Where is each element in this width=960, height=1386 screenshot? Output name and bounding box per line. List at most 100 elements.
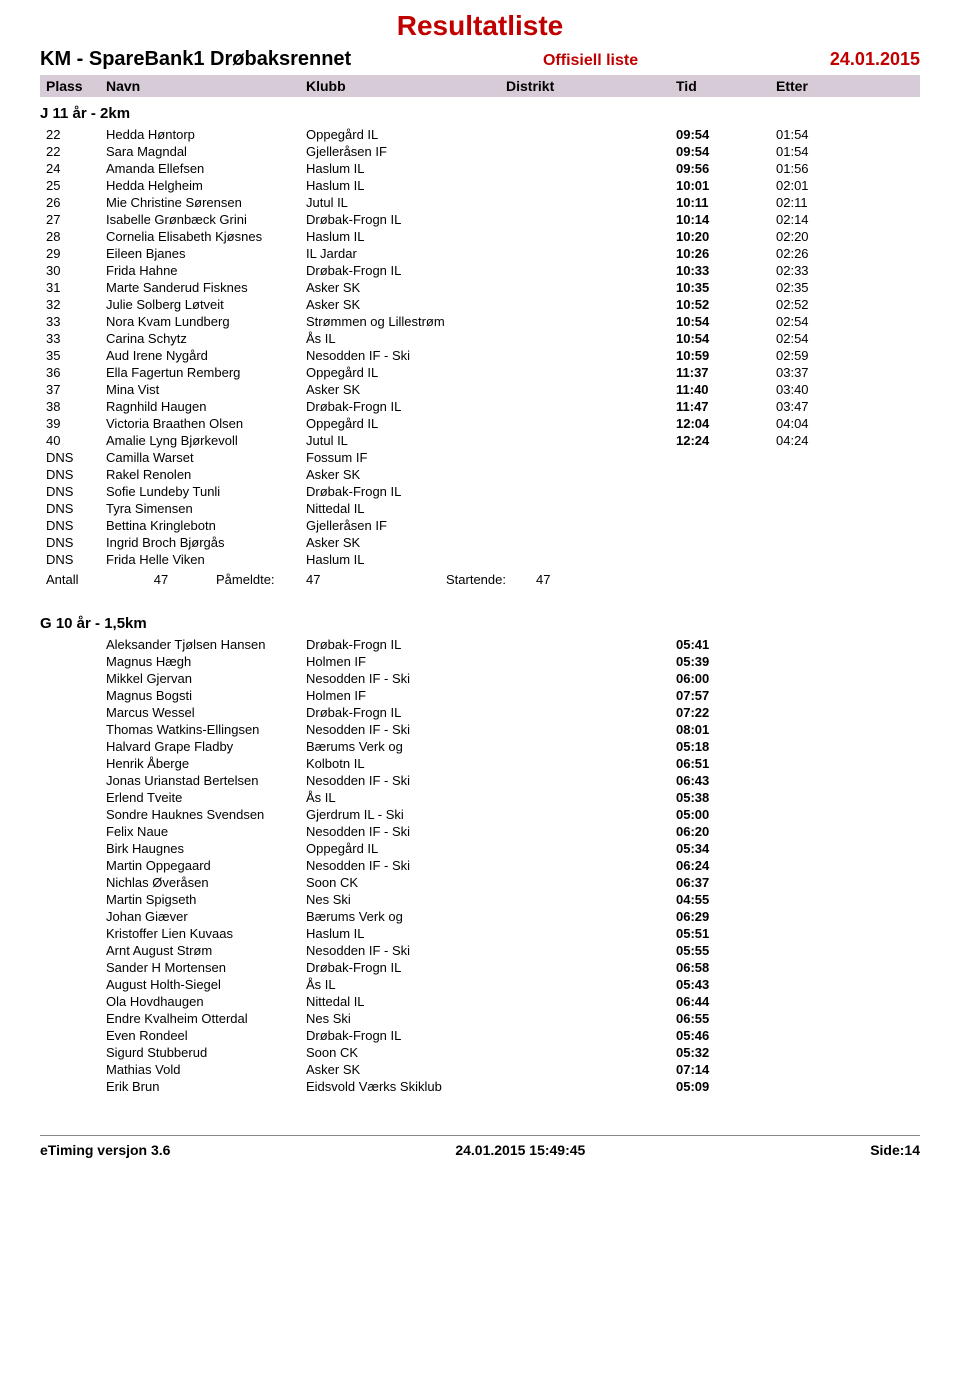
cell-tid: 05:41 — [676, 637, 776, 652]
cell-etter: 02:01 — [776, 178, 876, 193]
col-tid: Tid — [676, 78, 776, 94]
cell-klubb: Bærums Verk og — [306, 909, 506, 924]
cell-tid: 06:44 — [676, 994, 776, 1009]
cell-tid: 11:40 — [676, 382, 776, 397]
cell-distrikt — [506, 756, 676, 771]
table-row: Aleksander Tjølsen HansenDrøbak-Frogn IL… — [40, 636, 920, 653]
cell-navn: Frida Hahne — [106, 263, 306, 278]
cell-plass: 33 — [46, 331, 106, 346]
cell-navn: Ragnhild Haugen — [106, 399, 306, 414]
cell-plass: 38 — [46, 399, 106, 414]
table-row: Endre Kvalheim OtterdalNes Ski06:55 — [40, 1010, 920, 1027]
cell-etter: 02:20 — [776, 229, 876, 244]
cell-navn: Henrik Åberge — [106, 756, 306, 771]
cell-distrikt — [506, 484, 676, 499]
cell-navn: Cornelia Elisabeth Kjøsnes — [106, 229, 306, 244]
cell-tid: 05:18 — [676, 739, 776, 754]
cell-distrikt — [506, 382, 676, 397]
cell-distrikt — [506, 1045, 676, 1060]
cell-tid: 06:51 — [676, 756, 776, 771]
cell-etter — [776, 1045, 876, 1060]
cell-plass — [46, 994, 106, 1009]
cell-klubb: Asker SK — [306, 467, 506, 482]
cell-navn: Mikkel Gjervan — [106, 671, 306, 686]
cell-etter: 03:37 — [776, 365, 876, 380]
cell-distrikt — [506, 297, 676, 312]
cell-navn: Sara Magndal — [106, 144, 306, 159]
cell-etter: 02:11 — [776, 195, 876, 210]
cell-klubb: Oppegård IL — [306, 365, 506, 380]
cell-distrikt — [506, 977, 676, 992]
cell-tid: 06:20 — [676, 824, 776, 839]
cell-tid: 04:55 — [676, 892, 776, 907]
table-row: Johan GiæverBærums Verk og06:29 — [40, 908, 920, 925]
cell-etter — [776, 467, 876, 482]
cell-klubb: Ås IL — [306, 790, 506, 805]
cell-etter — [776, 994, 876, 1009]
cell-etter: 04:24 — [776, 433, 876, 448]
cell-tid: 09:54 — [676, 144, 776, 159]
cell-tid: 09:54 — [676, 127, 776, 142]
page-title: Resultatliste — [40, 10, 920, 42]
cell-tid: 05:38 — [676, 790, 776, 805]
cell-navn: Felix Naue — [106, 824, 306, 839]
table-row: 40Amalie Lyng BjørkevollJutul IL12:2404:… — [40, 432, 920, 449]
cell-navn: Rakel Renolen — [106, 467, 306, 482]
cell-klubb: Nesodden IF - Ski — [306, 943, 506, 958]
cell-distrikt — [506, 807, 676, 822]
cell-tid: 05:46 — [676, 1028, 776, 1043]
cell-plass — [46, 671, 106, 686]
cell-distrikt — [506, 637, 676, 652]
cell-navn: August Holth-Siegel — [106, 977, 306, 992]
cell-etter: 02:33 — [776, 263, 876, 278]
cell-plass: 25 — [46, 178, 106, 193]
class1-summary: Antall 47 Påmeldte: 47 Startende: 47 — [40, 570, 920, 589]
cell-etter — [776, 756, 876, 771]
cell-navn: Mathias Vold — [106, 1062, 306, 1077]
cell-tid: 06:24 — [676, 858, 776, 873]
cell-plass — [46, 858, 106, 873]
table-row: 33Carina SchytzÅs IL10:5402:54 — [40, 330, 920, 347]
footer-right: Side:14 — [870, 1142, 920, 1158]
cell-tid: 11:47 — [676, 399, 776, 414]
class2-title: G 10 år - 1,5km — [40, 615, 920, 632]
cell-etter: 03:40 — [776, 382, 876, 397]
cell-plass — [46, 705, 106, 720]
cell-tid: 07:57 — [676, 688, 776, 703]
cell-etter: 03:47 — [776, 399, 876, 414]
cell-etter — [776, 960, 876, 975]
cell-tid — [676, 501, 776, 516]
table-row: August Holth-SiegelÅs IL05:43 — [40, 976, 920, 993]
cell-tid: 05:55 — [676, 943, 776, 958]
cell-klubb: Asker SK — [306, 1062, 506, 1077]
cell-distrikt — [506, 399, 676, 414]
table-row: Birk HaugnesOppegård IL05:34 — [40, 840, 920, 857]
cell-navn: Amalie Lyng Bjørkevoll — [106, 433, 306, 448]
startende-label: Startende: — [446, 572, 536, 587]
cell-plass: 31 — [46, 280, 106, 295]
cell-etter: 01:54 — [776, 144, 876, 159]
cell-plass — [46, 756, 106, 771]
cell-klubb: Haslum IL — [306, 926, 506, 941]
col-distrikt: Distrikt — [506, 78, 676, 94]
cell-plass — [46, 892, 106, 907]
cell-plass — [46, 875, 106, 890]
cell-klubb: Jutul IL — [306, 433, 506, 448]
cell-plass: 37 — [46, 382, 106, 397]
table-row: DNSTyra SimensenNittedal IL — [40, 500, 920, 517]
cell-navn: Martin Oppegaard — [106, 858, 306, 873]
cell-etter — [776, 892, 876, 907]
cell-klubb: Drøbak-Frogn IL — [306, 1028, 506, 1043]
cell-navn: Sigurd Stubberud — [106, 1045, 306, 1060]
cell-distrikt — [506, 960, 676, 975]
table-row: 39Victoria Braathen OlsenOppegård IL12:0… — [40, 415, 920, 432]
cell-navn: Jonas Urianstad Bertelsen — [106, 773, 306, 788]
cell-klubb: Asker SK — [306, 535, 506, 550]
cell-klubb: Eidsvold Værks Skiklub — [306, 1079, 506, 1094]
cell-etter: 02:54 — [776, 331, 876, 346]
table-row: 37Mina VistAsker SK11:4003:40 — [40, 381, 920, 398]
cell-tid: 05:32 — [676, 1045, 776, 1060]
cell-plass: 27 — [46, 212, 106, 227]
cell-distrikt — [506, 671, 676, 686]
cell-navn: Arnt August Strøm — [106, 943, 306, 958]
